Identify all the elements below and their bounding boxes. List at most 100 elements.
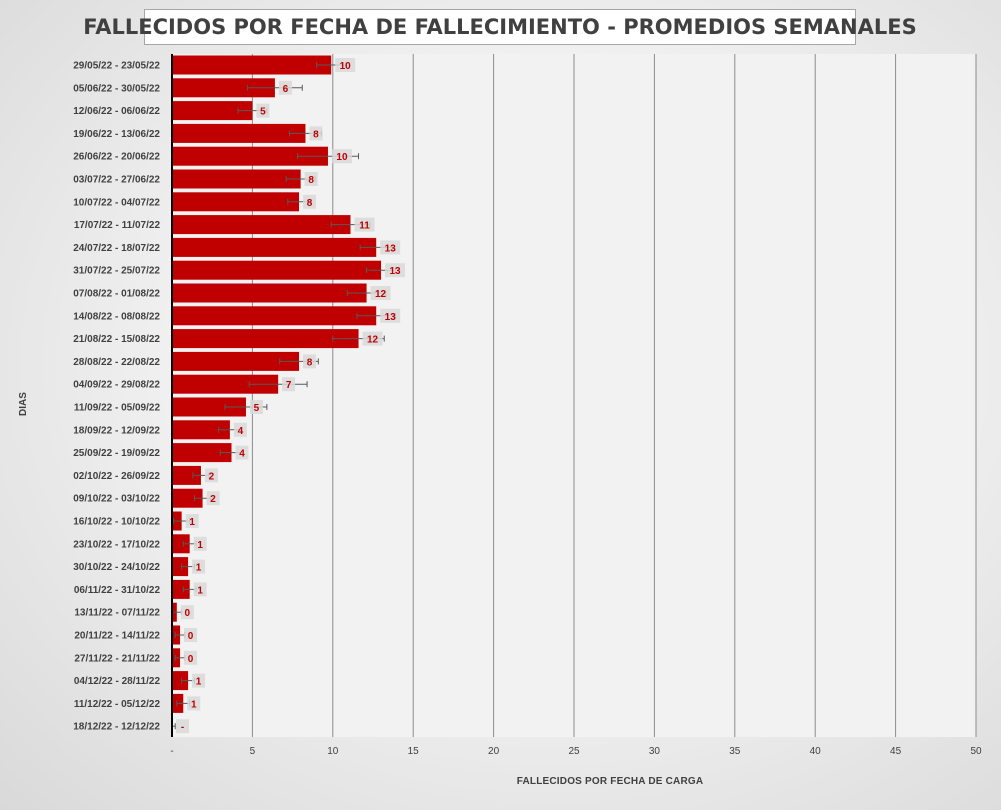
bar (172, 671, 189, 691)
y-category-label: 13/11/22 - 07/11/22 (74, 608, 160, 619)
y-category-label: 20/11/22 - 14/11/22 (74, 631, 160, 642)
x-tick-label: 5 (250, 746, 256, 757)
x-tick-label: 45 (890, 746, 902, 757)
data-label: 1 (197, 585, 203, 596)
data-label: - (181, 722, 184, 733)
y-category-label: 27/11/22 - 21/11/22 (74, 653, 160, 664)
bar (172, 192, 300, 212)
data-label-bg (278, 80, 292, 95)
y-category-label: 11/09/22 - 05/09/22 (74, 403, 161, 414)
y-category-label: 18/12/22 - 12/12/22 (73, 722, 160, 733)
y-category-label: 12/06/22 - 06/06/22 (73, 106, 160, 117)
data-label: 5 (260, 107, 266, 118)
y-category-label: 28/08/22 - 22/08/22 (73, 357, 160, 368)
data-label-bg (204, 468, 218, 483)
bar (172, 557, 189, 577)
data-label-bg (354, 217, 375, 232)
x-tick-label: 20 (488, 746, 500, 757)
x-tick-label: 30 (649, 746, 661, 757)
data-label: 1 (196, 677, 202, 688)
data-label-bg (282, 377, 296, 392)
bar (172, 420, 230, 440)
data-label-bg (184, 628, 198, 642)
y-category-label: 19/06/22 - 13/06/22 (73, 129, 160, 140)
bar (172, 101, 253, 121)
data-label: 8 (308, 175, 314, 186)
bar (172, 169, 301, 189)
y-category-label: 04/09/22 - 29/08/22 (73, 380, 160, 391)
data-label-bg (185, 514, 199, 528)
data-label: 1 (197, 540, 203, 551)
y-category-label: 04/12/22 - 28/11/22 (74, 676, 161, 687)
data-label: 6 (283, 84, 289, 95)
bar (172, 78, 275, 98)
data-label-bg (385, 263, 406, 278)
data-label: 13 (385, 243, 397, 254)
y-category-label: 11/12/22 - 05/12/22 (74, 699, 161, 710)
bar (172, 374, 279, 394)
bar (172, 579, 190, 599)
data-label: 10 (336, 152, 348, 163)
y-category-label: 31/07/22 - 25/07/22 (73, 266, 160, 277)
bar (172, 237, 377, 257)
y-category-label: 24/07/22 - 18/07/22 (73, 243, 160, 254)
x-tick-label: 35 (729, 746, 741, 757)
data-label-bg (380, 240, 401, 255)
x-tick-label: 50 (970, 746, 982, 757)
y-category-label: 16/10/22 - 10/10/22 (73, 517, 160, 528)
data-label: 11 (359, 221, 370, 232)
y-category-label: 03/07/22 - 27/06/22 (73, 175, 160, 186)
data-label-bg (235, 445, 249, 460)
bar (172, 534, 190, 554)
y-category-label: 30/10/22 - 24/10/22 (73, 562, 160, 573)
y-category-label: 02/10/22 - 26/09/22 (73, 471, 160, 482)
data-label-bg (176, 719, 189, 734)
bar (172, 283, 367, 303)
data-label-bg (303, 194, 317, 209)
data-label: 8 (313, 129, 319, 140)
bar (172, 488, 203, 508)
x-axis-label: FALLECIDOS POR FECHA DE CARGA (516, 776, 704, 787)
bar (172, 260, 382, 280)
data-label: 5 (254, 403, 260, 414)
data-label: 1 (196, 563, 202, 574)
data-label: 4 (239, 449, 245, 460)
bar (172, 215, 351, 235)
data-label: 12 (367, 335, 379, 346)
data-label-bg (335, 58, 356, 72)
data-label-bg (192, 673, 206, 688)
chart-title: FALLECIDOS POR FECHA DE FALLECIMIENTO - … (83, 9, 917, 45)
data-label-bg (249, 400, 263, 414)
y-category-label: 26/06/22 - 20/06/22 (73, 152, 160, 163)
data-label-bg (192, 559, 206, 574)
bar (172, 329, 359, 349)
data-label-bg (193, 582, 207, 597)
data-label-bg (303, 354, 317, 369)
y-category-label: 18/09/22 - 12/09/22 (73, 425, 160, 436)
data-label: 8 (307, 198, 313, 209)
bar (172, 443, 232, 463)
data-label: 2 (210, 494, 216, 505)
data-label-bg (362, 331, 383, 346)
y-category-label: 07/08/22 - 01/08/22 (73, 289, 160, 300)
y-category-label: 25/09/22 - 19/09/22 (73, 448, 160, 459)
bar (172, 465, 201, 485)
bar (172, 123, 306, 143)
y-category-label: 10/07/22 - 04/07/22 (73, 197, 160, 208)
data-label-bg (304, 172, 318, 186)
x-tick-label: 25 (568, 746, 580, 757)
data-label-bg (380, 308, 401, 323)
data-label: 1 (191, 699, 197, 710)
x-tick-label: - (170, 746, 173, 757)
y-category-label: 14/08/22 - 08/08/22 (73, 311, 160, 322)
data-label-bg (331, 149, 352, 164)
y-category-label: 09/10/22 - 03/10/22 (73, 494, 160, 505)
data-label: 13 (385, 312, 397, 323)
bar (172, 146, 328, 166)
data-label-bg (180, 605, 194, 620)
bar (172, 306, 377, 326)
x-tick-label: 40 (810, 746, 822, 757)
data-label: 1 (189, 517, 195, 528)
y-category-label: 29/05/22 - 23/05/22 (73, 61, 160, 72)
